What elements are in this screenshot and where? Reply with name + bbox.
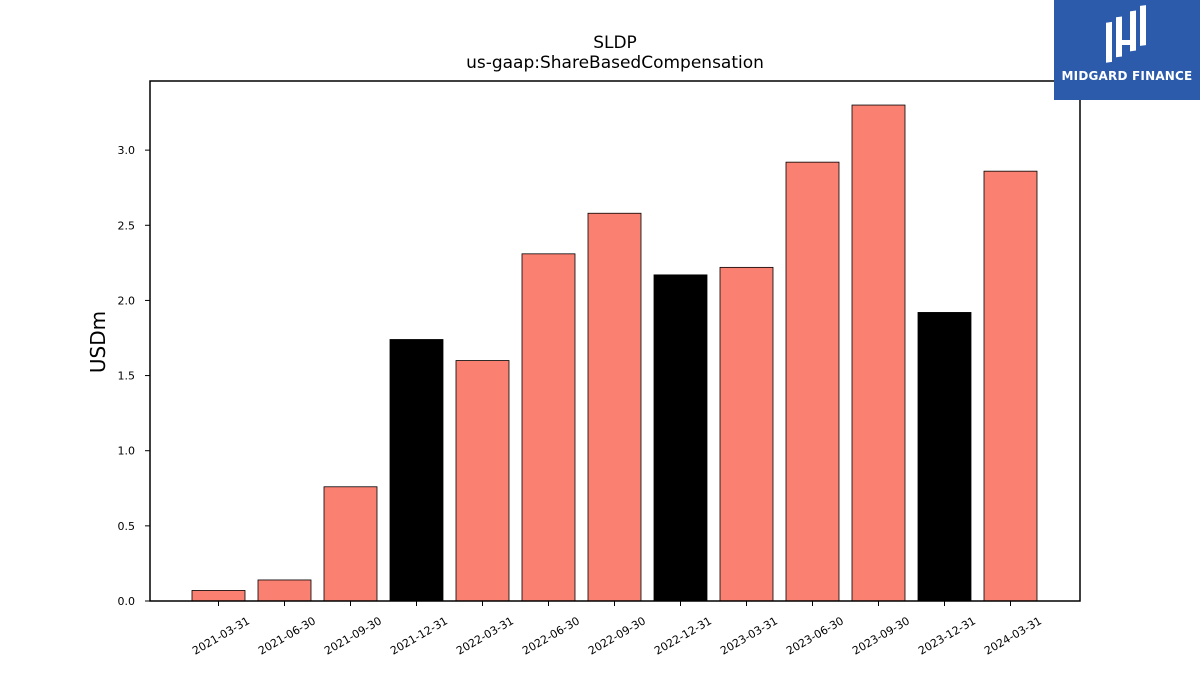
y-tick-label: 2.0 [118,294,136,307]
x-tick-label: 2021-06-30 [256,614,318,657]
y-tick-label: 1.0 [118,445,136,458]
y-tick-label: 0.5 [118,520,136,533]
x-tick-label: 2022-03-31 [454,614,516,657]
y-tick-label: 2.5 [118,219,136,232]
x-tick-label: 2022-09-30 [586,614,648,657]
y-tick-label: 0.0 [118,595,136,608]
x-tick-label: 2024-03-31 [982,614,1044,657]
bar-2021-12-31 [389,339,444,602]
x-tick-label: 2023-03-31 [718,614,780,657]
x-tick-label: 2021-09-30 [322,614,384,657]
bar-2022-09-30 [587,212,642,602]
x-tick-label: 2023-09-30 [850,614,912,657]
y-axis-label: USDm [86,311,110,373]
bar-2022-03-31 [455,360,510,602]
bar-2023-12-31 [917,312,972,602]
x-tick-label: 2023-06-30 [784,614,846,657]
bar-2021-06-30 [257,579,312,602]
x-tick-label: 2022-12-31 [652,614,714,657]
bar-2022-06-30 [521,253,576,602]
bar-2023-03-31 [719,266,774,602]
x-tick-label: 2022-06-30 [520,614,582,657]
bar-2024-03-31 [983,170,1038,602]
midgard-logo-icon [1106,5,1146,63]
x-tick-label: 2023-12-31 [916,614,978,657]
bar-2023-06-30 [785,161,840,602]
brand-name: MIDGARD FINANCE [1061,69,1193,83]
y-tick-label: 3.0 [118,144,136,157]
x-axis: 2021-03-31 2021-06-30 2021-09-30 2021-12-31… [190,601,1044,658]
bar-2021-03-31 [191,590,246,602]
brand-logo: MIDGARD FINANCE [1054,0,1200,100]
bar-2021-09-30 [323,486,378,602]
chart-subtitle: us-gaap:ShareBasedCompensation [466,53,764,73]
chart-title: SLDP [593,33,637,53]
bar-group [191,104,1038,602]
y-tick-label: 1.5 [118,370,136,383]
x-tick-label: 2021-12-31 [388,614,450,657]
bar-2022-12-31 [653,274,708,602]
plot-frame [149,80,1081,602]
x-tick-label: 2021-03-31 [190,614,252,657]
bar-2023-09-30 [851,104,906,602]
y-axis: 0.0 0.5 1.0 1.5 2.0 2.5 3.0 [118,144,150,608]
